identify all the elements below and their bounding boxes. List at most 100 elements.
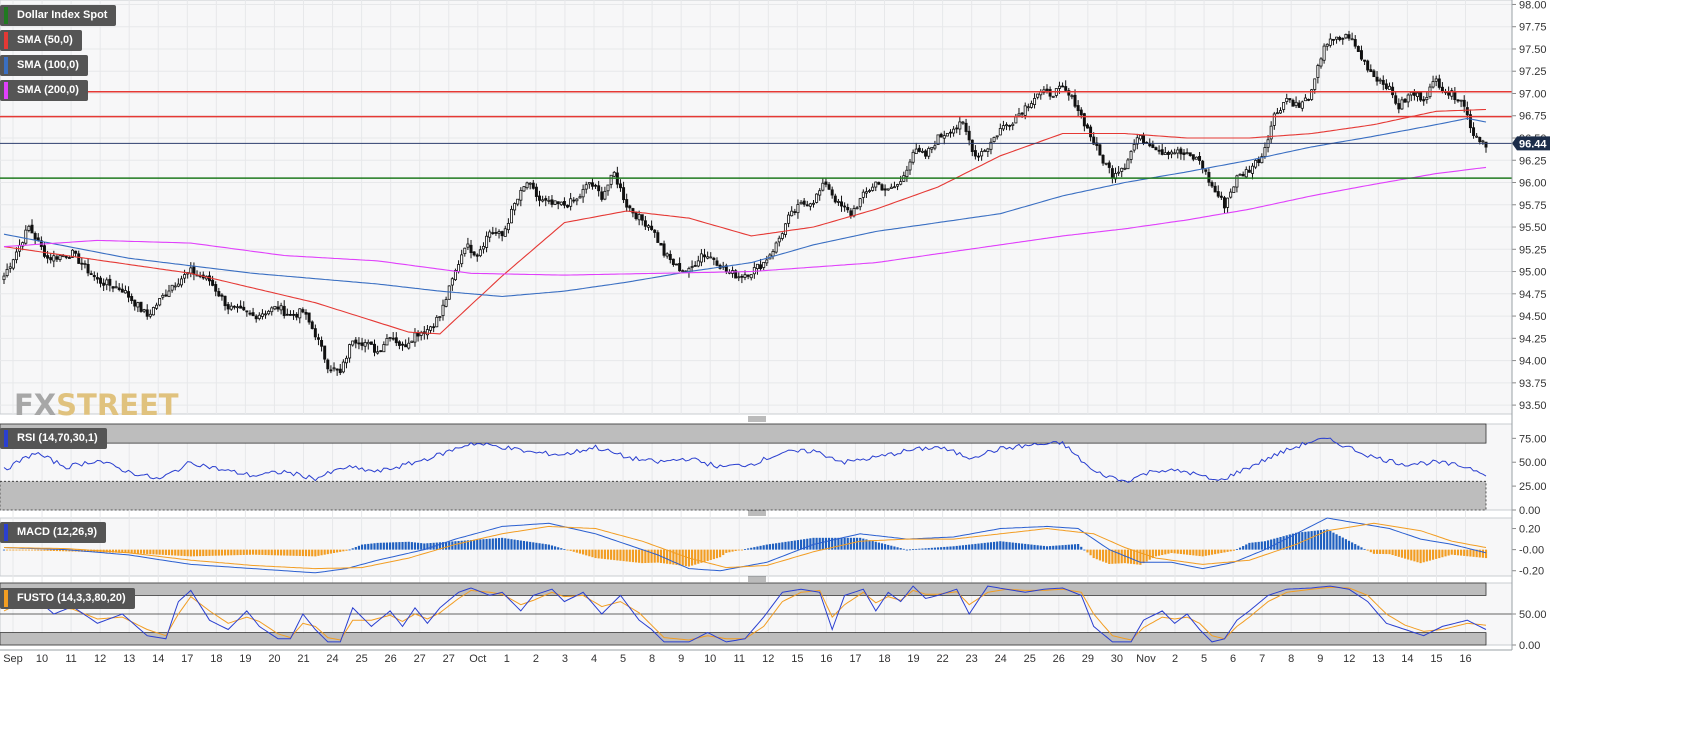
- macd-histogram-bar: [258, 549, 261, 555]
- macd-histogram-bar: [158, 549, 161, 555]
- macd-histogram-bar: [821, 537, 824, 550]
- macd-histogram-bar: [961, 545, 965, 550]
- macd-histogram-bar: [18, 549, 21, 551]
- candle-body: [1110, 168, 1114, 178]
- macd-histogram-bar: [672, 549, 675, 565]
- macd-histogram-bar: [1484, 549, 1488, 559]
- candle-body: [270, 307, 274, 313]
- y-tick-label: 97.50: [1519, 44, 1547, 56]
- candle-body: [1135, 137, 1139, 145]
- x-tick-label: 17: [181, 653, 193, 665]
- candle-body: [114, 286, 118, 289]
- macd-histogram-bar: [167, 549, 171, 556]
- candle-body: [99, 277, 103, 284]
- candle-body: [1387, 85, 1391, 90]
- macd-histogram-bar: [1027, 544, 1030, 550]
- candle-body: [170, 284, 174, 291]
- macd-histogram-bar: [1441, 549, 1444, 558]
- legend-fusto[interactable]: FUSTO (14,3,3,80,20): [0, 588, 135, 609]
- candle-body: [690, 266, 694, 268]
- rsi-bands: [0, 423, 1487, 511]
- macd-histogram-bar: [1045, 546, 1049, 550]
- macd-histogram-bar: [1410, 549, 1413, 561]
- candle-body: [176, 283, 180, 287]
- y-tick-label: 93.50: [1519, 400, 1547, 412]
- candle-body: [1201, 160, 1205, 170]
- macd-histogram-bar: [912, 549, 915, 550]
- macd-histogram-bar: [582, 549, 585, 555]
- legend-swatch: [4, 524, 8, 541]
- candle-body: [1462, 99, 1466, 107]
- macd-histogram-bar: [388, 542, 392, 550]
- legend-sma50[interactable]: SMA (50,0): [0, 30, 82, 51]
- macd-histogram-bar: [118, 549, 121, 553]
- macd-histogram-bar: [775, 543, 778, 550]
- candle-body: [1191, 154, 1195, 160]
- candle-body: [590, 182, 594, 187]
- macd-histogram-bar: [360, 544, 364, 550]
- candle-body: [818, 190, 822, 196]
- macd-histogram-bar: [946, 546, 949, 550]
- macd-histogram-bar: [1425, 549, 1428, 562]
- x-tick-label: Nov: [1136, 653, 1156, 665]
- macd-histogram-bar: [1120, 549, 1123, 564]
- candle-body: [1163, 152, 1167, 155]
- candle-body: [886, 188, 890, 191]
- candle-body: [264, 313, 268, 316]
- candle-body: [1416, 92, 1419, 98]
- macd-histogram-bar: [859, 537, 862, 550]
- macd-histogram-bar: [1033, 544, 1036, 550]
- macd-histogram-bar: [647, 549, 650, 563]
- macd-y-axis: 0.20 -0.00 -0.20: [1512, 524, 1544, 578]
- legend-swatch: [4, 430, 8, 447]
- macd-histogram-bar: [24, 549, 27, 551]
- candle-body: [569, 198, 573, 207]
- macd-histogram-bar: [634, 549, 638, 563]
- candle-body: [1307, 98, 1311, 101]
- candle-body: [699, 253, 703, 263]
- legend-sma200[interactable]: SMA (200,0): [0, 80, 88, 101]
- candle-body: [1325, 43, 1329, 47]
- y-tick-label: 0.00: [1519, 505, 1540, 517]
- macd-histogram-bar: [843, 537, 846, 550]
- macd-histogram-bar: [392, 542, 395, 550]
- candle-body: [587, 182, 591, 185]
- candle-body: [958, 121, 962, 130]
- candle-body: [276, 306, 280, 310]
- legend-dollar-index[interactable]: Dollar Index Spot: [0, 5, 117, 26]
- macd-histogram-bar: [1158, 549, 1161, 556]
- candle-body: [285, 313, 289, 316]
- macd-histogram-bar: [1351, 542, 1354, 550]
- legend-sma100[interactable]: SMA (100,0): [0, 55, 88, 76]
- candle-body: [30, 224, 34, 234]
- legend-label: MACD (12,26,9): [17, 526, 98, 538]
- candle-body: [1450, 90, 1454, 97]
- macd-histogram-bar: [1070, 544, 1073, 550]
- candle-body: [833, 195, 837, 203]
- macd-histogram-bar: [812, 537, 815, 550]
- candle-body: [1328, 38, 1332, 46]
- candle-body: [506, 222, 510, 231]
- candle-body: [836, 201, 840, 203]
- x-tick-label: 12: [762, 653, 774, 665]
- candle-body: [95, 277, 99, 280]
- macd-histogram-bar: [728, 549, 731, 553]
- macd-histogram-bar: [532, 542, 535, 550]
- candle-body: [874, 181, 878, 188]
- macd-histogram-bar: [1254, 542, 1257, 550]
- macd-histogram-bar: [1431, 549, 1435, 560]
- macd-histogram-bar: [1329, 531, 1332, 550]
- candle-body: [130, 296, 134, 301]
- macd-histogram-bar: [1067, 544, 1070, 550]
- macd-histogram-bar: [1285, 535, 1288, 550]
- legend-macd[interactable]: MACD (12,26,9): [0, 522, 107, 543]
- legend-rsi[interactable]: RSI (14,70,30,1): [0, 428, 107, 449]
- macd-histogram-bar: [560, 548, 563, 550]
- candle-body: [401, 343, 405, 346]
- candle-body: [376, 351, 380, 354]
- candle-body: [1126, 159, 1130, 170]
- candle-body: [1356, 46, 1360, 52]
- x-tick-label: 25: [355, 653, 367, 665]
- candle-body: [858, 198, 862, 208]
